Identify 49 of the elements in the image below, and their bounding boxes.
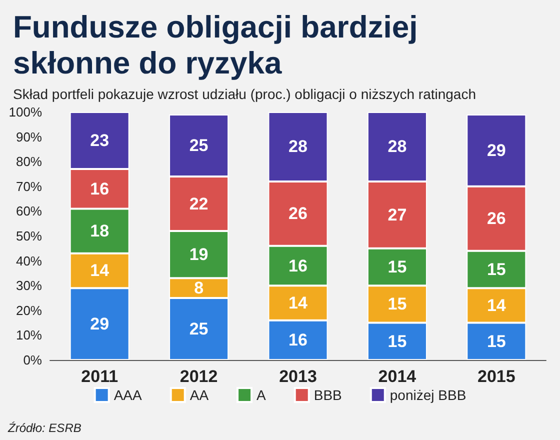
chart-subtitle: Skład portfeli pokazuje wzrost udziału (proc.) obligacji o niższych ratingach bbox=[13, 86, 476, 102]
data-label: 28 bbox=[388, 137, 407, 156]
data-label: 19 bbox=[189, 245, 208, 264]
data-label: 16 bbox=[288, 256, 308, 276]
x-tick-label: 2011 bbox=[81, 367, 118, 386]
data-label: 15 bbox=[486, 260, 506, 279]
data-label: 14 bbox=[90, 261, 110, 280]
x-tick-label: 2015 bbox=[477, 367, 516, 386]
x-tick-label: 2013 bbox=[279, 367, 317, 386]
legend-label: BBB bbox=[314, 387, 342, 403]
y-tick-label: 30% bbox=[16, 278, 42, 294]
legend-label: A bbox=[256, 387, 267, 403]
y-tick-label: 20% bbox=[16, 302, 42, 318]
y-tick-label: 50% bbox=[16, 228, 42, 244]
data-label: 8 bbox=[194, 278, 204, 298]
data-label: 28 bbox=[288, 137, 308, 156]
text: Źródło: ESRB bbox=[7, 421, 82, 435]
chart-title: Fundusze obligacji bardziej skłonne do ryzyka bbox=[13, 10, 426, 80]
x-tick-label: 2012 bbox=[180, 367, 218, 386]
data-label: 25 bbox=[189, 320, 208, 338]
y-tick-label: 60% bbox=[16, 204, 42, 219]
legend-label: poniżej BBB bbox=[390, 387, 466, 403]
data-label: 23 bbox=[90, 131, 110, 150]
data-label: 16 bbox=[90, 179, 110, 198]
data-label: 27 bbox=[388, 205, 407, 224]
data-label: 26 bbox=[288, 204, 308, 224]
data-label: 15 bbox=[388, 294, 407, 314]
legend-label: AA bbox=[190, 387, 210, 403]
data-label: 16 bbox=[288, 330, 308, 350]
y-tick-label: 10% bbox=[16, 328, 42, 343]
y-tick-label: 0% bbox=[23, 352, 42, 368]
data-label: 29 bbox=[90, 314, 110, 334]
data-label: 14 bbox=[486, 296, 506, 315]
data-label: 25 bbox=[189, 136, 208, 155]
data-label: 18 bbox=[90, 222, 110, 241]
y-tick-label: 100% bbox=[8, 104, 42, 120]
data-label: 15 bbox=[388, 332, 407, 351]
data-label: 14 bbox=[288, 293, 308, 312]
y-tick-label: 70% bbox=[16, 178, 42, 194]
y-tick-label: 80% bbox=[16, 154, 42, 170]
data-label: 26 bbox=[486, 209, 506, 228]
data-label: 22 bbox=[189, 194, 208, 214]
data-label: 15 bbox=[486, 332, 506, 351]
legend-label: AAA bbox=[114, 387, 143, 403]
data-label: 29 bbox=[486, 140, 506, 160]
data-label: 15 bbox=[388, 258, 407, 276]
x-tick-label: 2014 bbox=[378, 367, 417, 386]
y-tick-label: 40% bbox=[16, 253, 42, 268]
y-tick-label: 90% bbox=[16, 129, 42, 144]
